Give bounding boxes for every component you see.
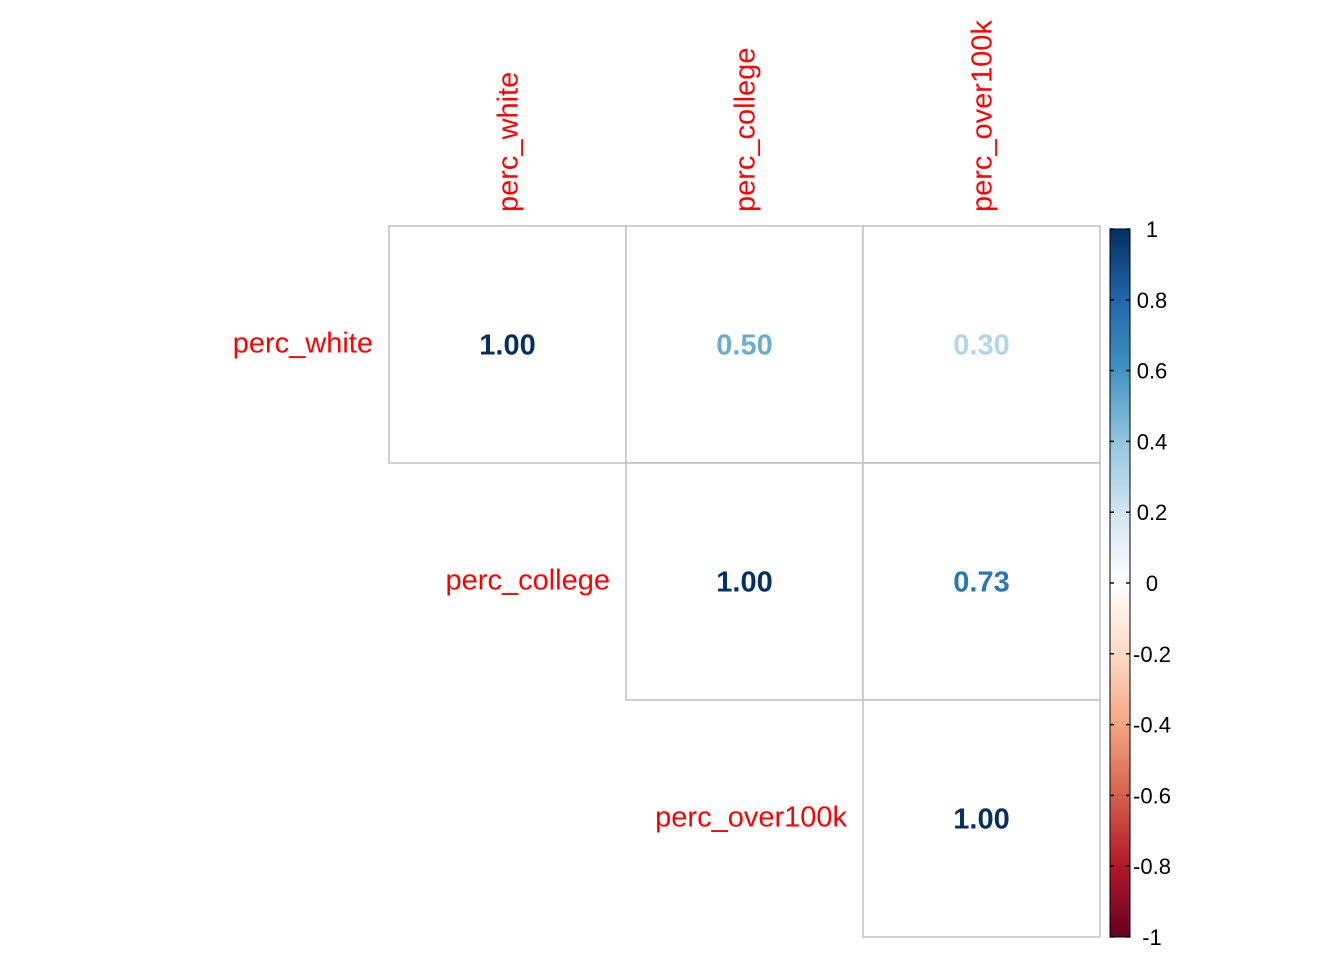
colorbar-tick-label: -0.2 <box>1133 642 1171 667</box>
colorbar-tick-label: 1 <box>1146 217 1158 242</box>
column-label-perc_college: perc_college <box>730 48 762 212</box>
colorbar-tick-label: -0.4 <box>1133 713 1171 738</box>
variable-labels: perc_white perc_college perc_over100k perc_… <box>233 20 999 834</box>
colorbar-tick-label: 0.2 <box>1137 500 1168 525</box>
cell-value-perc_college-perc_over100k: 0.73 <box>953 567 1009 599</box>
cell-perc_white-perc_college <box>625 225 864 464</box>
colorbar-tick-label: 0.6 <box>1137 359 1168 384</box>
cell-perc_over100k-perc_over100k <box>862 699 1101 938</box>
row-label-perc_over100k: perc_over100k <box>655 802 847 834</box>
row-label-perc_white: perc_white <box>233 328 373 360</box>
cell-value-perc_college-perc_college: 1.00 <box>716 567 772 599</box>
correlation-grid: 1.00 0.50 0.30 1.00 0.73 1.00 <box>388 225 1101 938</box>
cell-value-perc_white-perc_college: 0.50 <box>716 330 772 362</box>
color-legend: 1 0.8 0.6 0.4 0.2 0 -0.2 -0.4 -0.6 -0.8 -1 <box>1109 217 1171 950</box>
cell-perc_white-perc_white <box>388 225 627 464</box>
cell-value-perc_white-perc_white: 1.00 <box>479 330 535 362</box>
colorbar-tick-label: -0.6 <box>1133 783 1171 808</box>
cell-value-perc_over100k-perc_over100k: 1.00 <box>953 804 1009 836</box>
colorbar-tick-label: 0 <box>1146 571 1158 596</box>
colorbar-tick-label: -1 <box>1142 925 1162 950</box>
cell-value-perc_white-perc_over100k: 0.30 <box>953 330 1009 362</box>
colorbar-tick-label: 0.4 <box>1137 429 1168 454</box>
colorbar-tick-label: 0.8 <box>1137 288 1168 313</box>
row-label-perc_college: perc_college <box>446 565 610 597</box>
column-label-perc_white: perc_white <box>493 72 525 212</box>
colorbar-tick-label: -0.8 <box>1133 854 1171 879</box>
cell-perc_college-perc_over100k <box>862 462 1101 701</box>
cell-perc_college-perc_college <box>625 462 864 701</box>
cell-perc_white-perc_over100k <box>862 225 1101 464</box>
column-label-perc_over100k: perc_over100k <box>967 20 999 212</box>
